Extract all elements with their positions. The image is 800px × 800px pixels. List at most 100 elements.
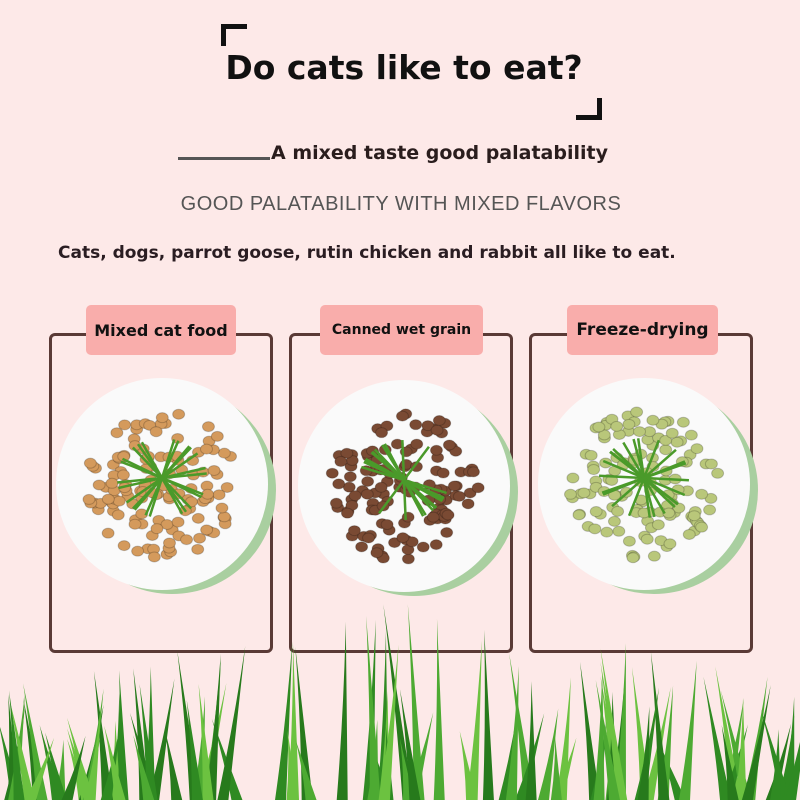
grass-blade — [295, 646, 313, 800]
food-piece — [430, 424, 444, 436]
grass-blade — [769, 729, 781, 800]
food-piece — [325, 467, 339, 479]
food-piece — [162, 537, 176, 549]
food-piece — [370, 547, 384, 559]
grass-blade — [100, 726, 121, 800]
food-piece — [340, 447, 354, 459]
grass-sprig — [365, 457, 443, 503]
food-piece — [665, 427, 679, 439]
grass-blade — [593, 671, 605, 800]
food-piece — [610, 420, 624, 432]
corner-bracket-bottom-right — [576, 98, 602, 120]
food-piece — [703, 504, 717, 516]
grass-blade — [783, 696, 795, 800]
food-piece — [193, 532, 207, 544]
food-piece — [461, 498, 475, 510]
food-piece — [395, 410, 409, 422]
grass-blade — [366, 615, 381, 800]
grass-blade — [407, 604, 425, 800]
food-piece — [429, 444, 443, 456]
food-piece — [410, 438, 424, 450]
food-piece — [112, 495, 126, 507]
food-piece — [116, 469, 130, 481]
grass-blade — [193, 696, 205, 800]
food-piece — [676, 416, 690, 428]
food-piece — [375, 427, 389, 439]
food-piece — [663, 538, 677, 550]
food-piece — [471, 482, 485, 494]
grass-blade — [760, 709, 791, 800]
food-piece — [607, 515, 621, 527]
grass-blade — [186, 700, 203, 800]
grass-blade — [406, 712, 434, 800]
food-piece — [105, 477, 119, 489]
grass-blade — [139, 684, 158, 800]
grass-blade — [336, 621, 348, 800]
food-piece — [111, 509, 125, 521]
food-piece — [622, 418, 636, 430]
food-piece — [647, 550, 661, 562]
grass-blade — [679, 660, 697, 800]
grass-blade — [703, 676, 732, 800]
food-piece — [452, 490, 466, 502]
grass-blade — [735, 698, 747, 800]
food-piece — [577, 487, 591, 499]
food-piece — [441, 509, 455, 521]
food-piece — [687, 510, 701, 522]
grass-blade — [164, 729, 183, 800]
grass-blade — [67, 717, 95, 800]
food-piece — [396, 532, 410, 544]
grass-blade — [117, 670, 129, 800]
food-piece — [592, 421, 606, 433]
grass-blade — [637, 706, 650, 800]
food-piece — [329, 497, 343, 509]
food-piece — [597, 429, 611, 441]
subtitle: A mixed taste good palatability — [271, 142, 608, 164]
food-piece — [180, 534, 194, 546]
food-piece — [199, 443, 213, 455]
grass-blade — [54, 739, 66, 800]
grass-sprig — [602, 460, 686, 496]
food-piece — [622, 535, 636, 547]
food-piece — [600, 526, 614, 538]
grass-blade — [288, 644, 300, 800]
grass-blade — [25, 737, 55, 800]
food-piece — [215, 502, 229, 514]
grass-blade — [399, 689, 421, 800]
label-canned: Canned wet grain — [320, 305, 483, 355]
label-mixed: Mixed cat food — [86, 305, 236, 355]
grass-blade — [642, 687, 671, 800]
food-piece — [401, 553, 415, 565]
grass-blade — [525, 681, 537, 800]
grass-blade — [657, 685, 674, 800]
food-piece — [361, 475, 375, 487]
grass-blade — [383, 604, 414, 800]
food-piece — [659, 434, 673, 446]
food-piece — [426, 511, 440, 523]
food-piece — [92, 479, 106, 491]
food-piece — [348, 490, 362, 502]
grass-blade — [104, 725, 126, 800]
grass-blade — [550, 736, 562, 800]
plate-image-freeze — [538, 378, 758, 594]
grass-blade — [466, 640, 482, 800]
description: Cats, dogs, parrot goose, rutin chicken … — [58, 243, 676, 263]
food-piece — [416, 541, 430, 553]
food-piece — [201, 421, 215, 433]
grass-blade — [8, 690, 25, 800]
food-piece — [690, 443, 704, 455]
food-piece — [566, 472, 580, 484]
grass-blade — [198, 683, 214, 800]
food-piece — [589, 506, 603, 518]
grass-blade — [275, 641, 293, 800]
food-piece — [401, 511, 415, 523]
food-piece — [432, 414, 446, 426]
food-piece — [191, 512, 205, 524]
plate-image-canned — [298, 380, 518, 596]
food-piece — [217, 447, 231, 459]
plate-image-mixed — [56, 378, 276, 594]
food-piece — [101, 527, 115, 539]
food-piece — [201, 488, 215, 500]
food-piece — [405, 536, 419, 548]
grass-blade — [614, 643, 626, 800]
